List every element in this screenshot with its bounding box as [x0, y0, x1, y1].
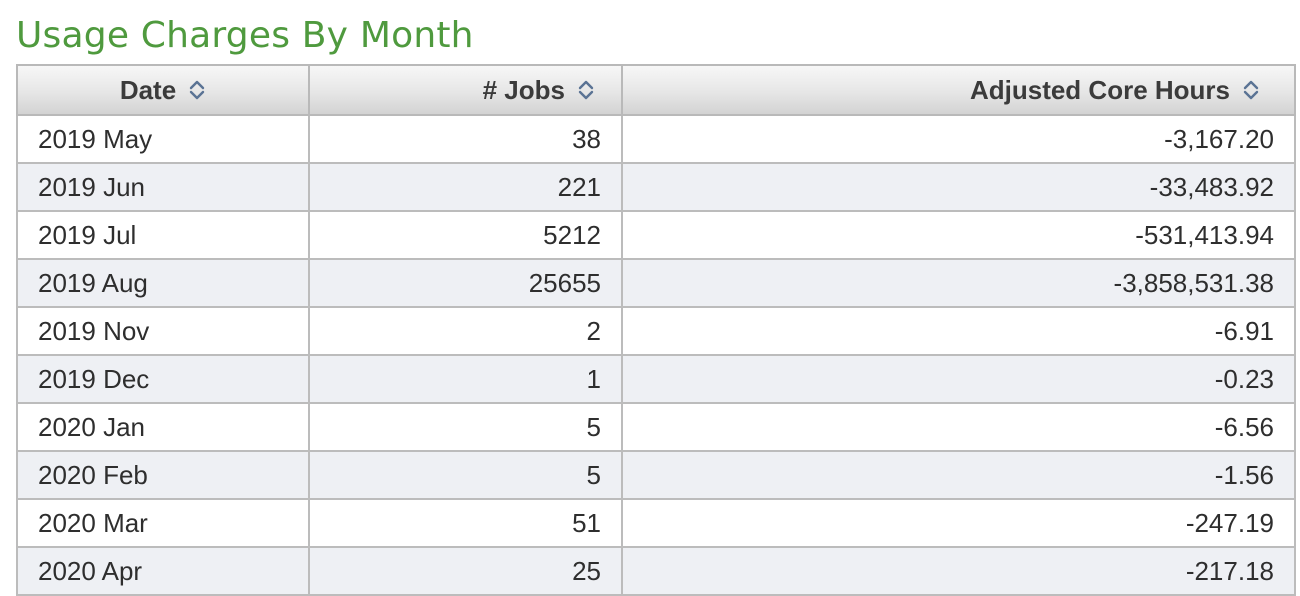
table-row: 2020 Jan 5 -6.56: [16, 402, 1296, 452]
sort-icon: [578, 80, 594, 99]
cell-adjusted-core-hours: -0.23: [621, 354, 1296, 404]
cell-jobs: 51: [308, 498, 623, 548]
cell-jobs: 221: [308, 162, 623, 212]
page-title: Usage Charges By Month: [16, 15, 474, 56]
table-header-row: Date # Jobs Adjusted Core Hours: [16, 64, 1296, 116]
cell-adjusted-core-hours: -531,413.94: [621, 210, 1296, 260]
column-header-label: Date: [119, 74, 177, 105]
table-body: 2019 May 38 -3,167.20 2019 Jun 221 -33,4…: [16, 114, 1296, 596]
cell-jobs: 25: [308, 546, 623, 596]
column-header-adjusted-core-hours[interactable]: Adjusted Core Hours: [621, 64, 1296, 116]
cell-adjusted-core-hours: -33,483.92: [621, 162, 1296, 212]
cell-adjusted-core-hours: -3,167.20: [621, 114, 1296, 164]
cell-adjusted-core-hours: -3,858,531.38: [621, 258, 1296, 308]
cell-date: 2019 Aug: [16, 258, 310, 308]
column-header-jobs[interactable]: # Jobs: [308, 64, 623, 116]
column-header-label: Adjusted Core Hours: [969, 74, 1230, 105]
cell-date: 2020 Feb: [16, 450, 310, 500]
cell-date: 2019 Jul: [16, 210, 310, 260]
column-header-label: # Jobs: [482, 74, 565, 105]
sort-icon: [1243, 80, 1259, 99]
cell-jobs: 1: [308, 354, 623, 404]
cell-date: 2019 May: [16, 114, 310, 164]
column-header-date[interactable]: Date: [16, 64, 310, 116]
cell-date: 2019 Nov: [16, 306, 310, 356]
cell-adjusted-core-hours: -1.56: [621, 450, 1296, 500]
cell-date: 2020 Apr: [16, 546, 310, 596]
table-row: 2019 Aug 25655 -3,858,531.38: [16, 258, 1296, 308]
cell-jobs: 38: [308, 114, 623, 164]
sort-icon: [189, 80, 205, 99]
cell-jobs: 5: [308, 402, 623, 452]
cell-adjusted-core-hours: -217.18: [621, 546, 1296, 596]
cell-jobs: 25655: [308, 258, 623, 308]
cell-adjusted-core-hours: -247.19: [621, 498, 1296, 548]
usage-charges-table-container: Date # Jobs Adjusted Core Hours 2019 May…: [16, 64, 1296, 596]
table-row: 2020 Mar 51 -247.19: [16, 498, 1296, 548]
cell-jobs: 5212: [308, 210, 623, 260]
cell-date: 2019 Jun: [16, 162, 310, 212]
cell-date: 2020 Jan: [16, 402, 310, 452]
table-row: 2019 May 38 -3,167.20: [16, 114, 1296, 164]
cell-date: 2019 Dec: [16, 354, 310, 404]
table-row: 2020 Apr 25 -217.18: [16, 546, 1296, 596]
table-row: 2019 Nov 2 -6.91: [16, 306, 1296, 356]
table-row: 2020 Feb 5 -1.56: [16, 450, 1296, 500]
cell-adjusted-core-hours: -6.91: [621, 306, 1296, 356]
cell-jobs: 2: [308, 306, 623, 356]
cell-adjusted-core-hours: -6.56: [621, 402, 1296, 452]
usage-charges-table: Date # Jobs Adjusted Core Hours 2019 May…: [16, 64, 1296, 596]
table-row: 2019 Jun 221 -33,483.92: [16, 162, 1296, 212]
table-row: 2019 Jul 5212 -531,413.94: [16, 210, 1296, 260]
table-header: Date # Jobs Adjusted Core Hours: [16, 64, 1296, 116]
cell-jobs: 5: [308, 450, 623, 500]
cell-date: 2020 Mar: [16, 498, 310, 548]
table-row: 2019 Dec 1 -0.23: [16, 354, 1296, 404]
